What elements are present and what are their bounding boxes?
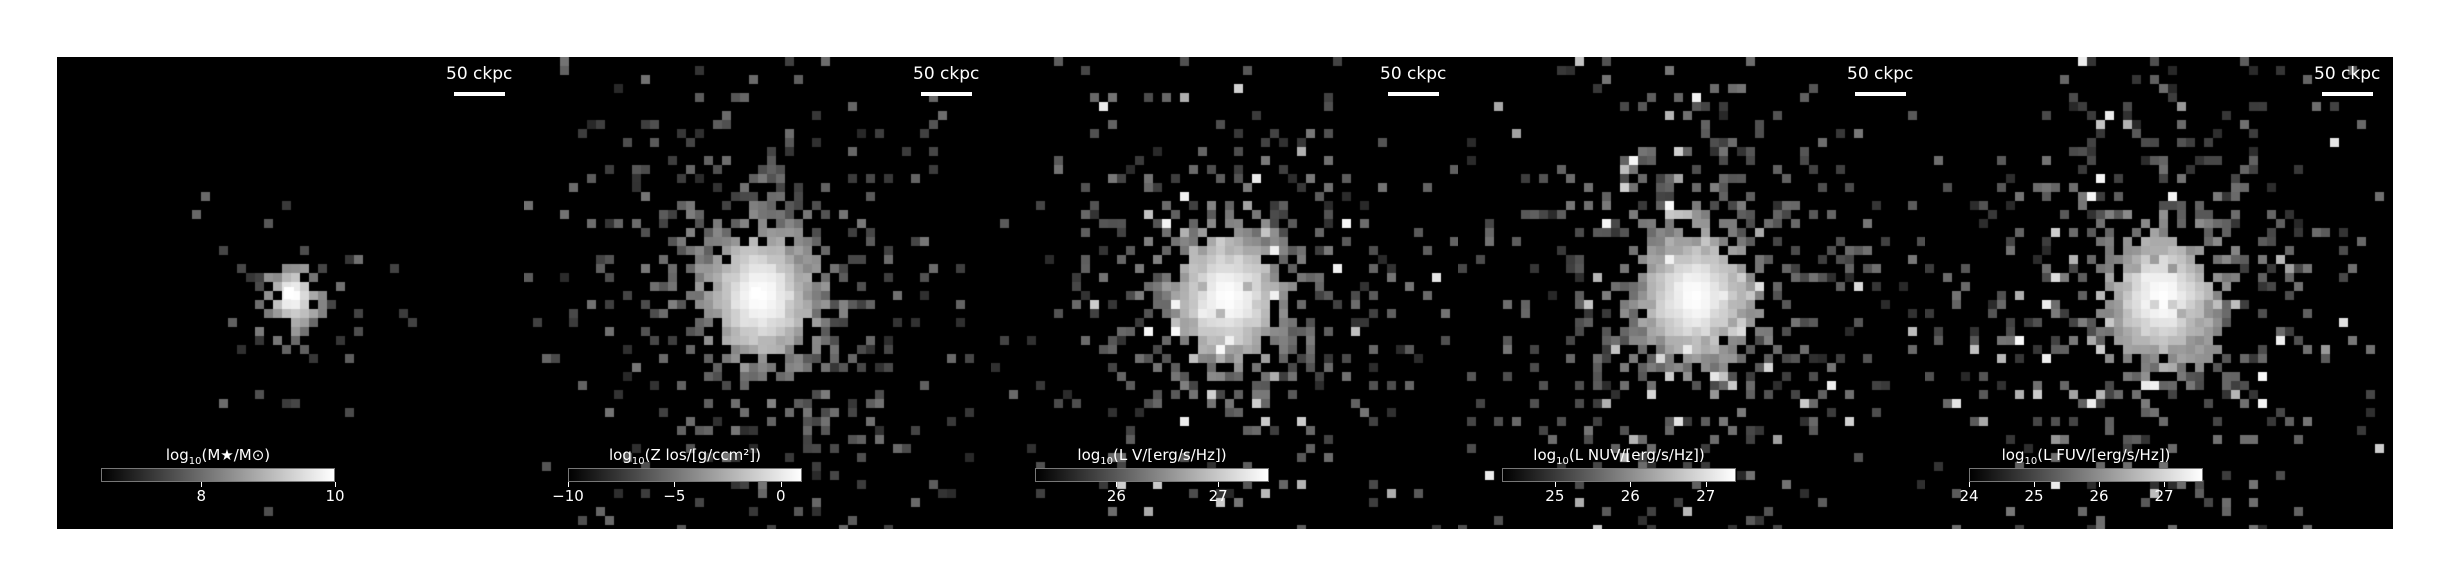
colorbar-tick-label: 25: [1545, 487, 1565, 505]
colorbar-tick-label: 24: [1959, 487, 1979, 505]
colorbar-tick-label: 25: [2024, 487, 2044, 505]
colorbar-tick-label: −10: [552, 487, 584, 505]
scalebar-line: [1855, 92, 1906, 96]
colorbar-tick-label: 10: [325, 487, 345, 505]
panel-nuv-luminosity: 50 ckpc log10(L NUV/[erg/s/Hz]) 25 26 27: [1458, 57, 1925, 529]
colorbar-tick: [568, 482, 569, 487]
stellar-mass-map: [57, 57, 524, 529]
panel-v-band-luminosity: 50 ckpc log10(L V/[erg/s/Hz]) 26 27: [991, 57, 1458, 529]
colorbar-tick: [1554, 482, 1556, 487]
colorbar-label: log10(M★/M⊙): [165, 446, 271, 467]
colorbar-tick: [2034, 482, 2035, 487]
colorbar-tick: [335, 482, 336, 487]
colorbar-tick: [201, 482, 203, 487]
colorbar: [1035, 468, 1269, 482]
scalebar-label: 50 ckpc: [1380, 64, 1447, 84]
scalebar-label: 50 ckpc: [1847, 64, 1914, 84]
scalebar-line: [2322, 92, 2373, 96]
colorbar: [1502, 468, 1736, 482]
colorbar-tick: [674, 482, 676, 487]
colorbar-label: log10(Z los/[g/ccm²]): [609, 446, 761, 467]
colorbar-label: log10(L FUV/[erg/s/Hz]): [2001, 446, 2171, 467]
colorbar-tick-label: −5: [663, 487, 686, 505]
colorbar-tick-label: 27: [1208, 487, 1228, 505]
scalebar-line: [1388, 92, 1439, 96]
metallicity-map: [524, 57, 991, 529]
colorbar: [568, 468, 802, 482]
colorbar-tick-label: 0: [775, 487, 786, 505]
scalebar-label: 50 ckpc: [2314, 64, 2381, 84]
scalebar-label: 50 ckpc: [913, 64, 980, 84]
colorbar-tick-label: 27: [1696, 487, 1716, 505]
scalebar-line: [921, 92, 972, 96]
colorbar-tick: [2164, 482, 2165, 487]
colorbar-tick-label: 26: [1620, 487, 1640, 505]
v-band-luminosity-map: [991, 57, 1458, 529]
colorbar-tick-label: 8: [196, 487, 207, 505]
colorbar-tick-label: 26: [2089, 487, 2109, 505]
colorbar-tick: [1218, 482, 1220, 487]
nuv-luminosity-map: [1458, 57, 1925, 529]
panel-stellar-mass: 50 ckpc log10(M★/M⊙) 8 10: [57, 57, 524, 529]
scalebar-label: 50 ckpc: [446, 64, 513, 84]
colorbar: [1969, 468, 2203, 482]
colorbar-label: log10(L NUV/[erg/s/Hz]): [1533, 446, 1705, 467]
colorbar-tick: [1116, 482, 1118, 487]
colorbar-tick: [2099, 482, 2100, 487]
colorbar-tick: [1630, 482, 1632, 487]
colorbar: [101, 468, 335, 482]
colorbar-tick: [780, 482, 782, 487]
colorbar-label: log10(L V/[erg/s/Hz]): [1077, 446, 1227, 467]
colorbar-tick-label: 27: [2154, 487, 2174, 505]
colorbar-tick: [1969, 482, 1970, 487]
colorbar-tick-label: 26: [1106, 487, 1126, 505]
scalebar-line: [454, 92, 505, 96]
panel-fuv-luminosity: 50 ckpc log10(L FUV/[erg/s/Hz]) 24 25 26 27: [1925, 57, 2392, 529]
colorbar-tick: [1705, 482, 1707, 487]
panel-metallicity: 50 ckpc log10(Z los/[g/ccm²]) −10 −5 0: [524, 57, 991, 529]
fuv-luminosity-map: [1925, 57, 2392, 529]
figure-strip: 50 ckpc log10(M★/M⊙) 8 10 50 ckpc log10(Z…: [57, 57, 2393, 529]
